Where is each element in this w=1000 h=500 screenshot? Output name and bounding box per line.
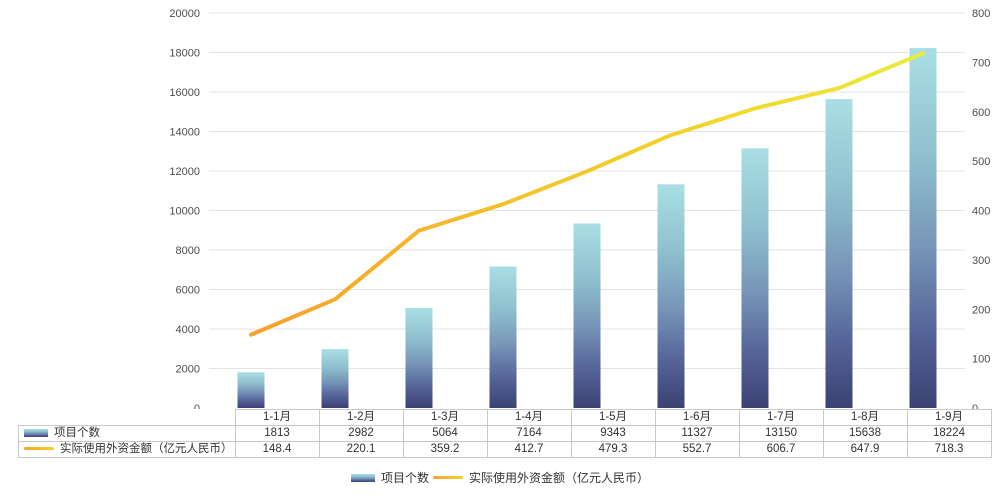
y-axis-tick-label: 10000 <box>169 206 200 218</box>
table-value-cell: 13150 <box>738 425 824 442</box>
column-header: 1-7月 <box>738 409 824 426</box>
bar[interactable] <box>321 349 349 408</box>
data-table: 1-1月 1-2月 1-3月 1-4月 1-5月 1-6月 1-7月 1-8月 1-9月 项目个数… <box>18 409 992 458</box>
table-value-cell: 7164 <box>486 425 572 442</box>
line-swatch-icon <box>24 447 54 451</box>
bar-swatch-icon <box>350 473 375 482</box>
table-row: 项目个数 1813 2982 5064 7164 9343 11327 13150 15638 1… <box>18 425 992 442</box>
legend-label: 实际使用外资金额（亿元人民币） <box>469 471 650 485</box>
table-value-cell: 15638 <box>822 425 908 442</box>
bar[interactable] <box>405 307 433 408</box>
table-value-cell: 11327 <box>654 425 740 442</box>
table-value-cell: 148.4 <box>234 441 320 458</box>
table-value-cell: 359.2 <box>402 441 488 458</box>
y2-axis-tick-label: 700 <box>972 57 990 69</box>
table-value-cell: 552.7 <box>654 441 740 458</box>
y-axis-tick-label: 12000 <box>169 166 200 178</box>
table-value-cell: 18224 <box>906 425 992 442</box>
table-value-cell: 220.1 <box>318 441 404 458</box>
bar[interactable] <box>741 148 769 408</box>
table-value-cell: 1813 <box>234 425 320 442</box>
bar[interactable] <box>909 48 937 409</box>
y2-axis-tick-label: 500 <box>972 156 990 168</box>
table-value-cell: 412.7 <box>486 441 572 458</box>
table-value-cell: 606.7 <box>738 441 824 458</box>
bar[interactable] <box>825 99 853 408</box>
table-header-row: 1-1月 1-2月 1-3月 1-4月 1-5月 1-6月 1-7月 1-8月 1-9月 <box>19 409 992 426</box>
y-axis-tick-label: 2000 <box>176 364 200 376</box>
y-axis-tick-label: 20000 <box>169 8 200 20</box>
column-header: 1-8月 <box>822 409 908 426</box>
line-swatch-icon <box>433 476 463 479</box>
legend-item-amount[interactable]: 实际使用外资金额（亿元人民币） <box>433 469 649 486</box>
y2-axis-tick-label: 0 <box>972 403 978 409</box>
bar-swatch-icon <box>24 428 48 437</box>
table-value-cell: 479.3 <box>570 441 656 458</box>
trend-line[interactable] <box>249 51 925 337</box>
column-header: 1-1月 <box>234 409 320 426</box>
column-header: 1-3月 <box>402 409 488 426</box>
y2-axis-tick-label: 600 <box>972 107 990 119</box>
y2-axis-tick-label: 200 <box>972 304 990 316</box>
bar[interactable] <box>237 372 265 408</box>
legend-label: 项目个数 <box>380 471 429 485</box>
y2-axis-tick-label: 100 <box>972 354 990 366</box>
series-label-cell: 项目个数 <box>18 425 236 442</box>
y-axis-tick-label: 6000 <box>176 285 200 297</box>
column-header: 1-6月 <box>654 409 740 426</box>
table-value-cell: 718.3 <box>906 441 992 458</box>
y-axis-tick-label: 0 <box>194 403 200 409</box>
series-label: 实际使用外资金额（亿元人民币） <box>60 443 233 455</box>
column-header: 1-4月 <box>486 409 572 426</box>
column-header: 1-9月 <box>906 409 992 426</box>
bar[interactable] <box>489 266 517 408</box>
bar[interactable] <box>657 184 685 408</box>
y-axis-tick-label: 14000 <box>169 127 200 139</box>
column-header: 1-5月 <box>570 409 656 426</box>
table-value-cell: 9343 <box>570 425 656 442</box>
table-row: 实际使用外资金额（亿元人民币） 148.4 220.1 359.2 412.7 479.3… <box>18 441 992 458</box>
y-axis-tick-label: 16000 <box>169 87 200 99</box>
table-value-cell: 647.9 <box>822 441 908 458</box>
series-label: 项目个数 <box>54 427 100 439</box>
combo-chart-canvas: 0200040006000800010000120001400016000180… <box>169 8 990 409</box>
table-value-cell: 5064 <box>402 425 488 442</box>
y2-axis-tick-label: 400 <box>972 206 990 218</box>
y-axis-tick-label: 4000 <box>176 324 200 336</box>
column-header: 1-2月 <box>318 409 404 426</box>
series-label-cell: 实际使用外资金额（亿元人民币） <box>18 441 236 458</box>
y2-axis-tick-label: 300 <box>972 255 990 267</box>
y-axis-tick-label: 8000 <box>176 245 200 257</box>
y-axis-tick-label: 18000 <box>169 48 200 60</box>
chart-legend: 项目个数 实际使用外资金额（亿元人民币） <box>0 469 1000 486</box>
legend-item-projects[interactable]: 项目个数 <box>350 469 429 486</box>
bar[interactable] <box>573 223 601 408</box>
table-value-cell: 2982 <box>318 425 404 442</box>
table-corner-cell <box>19 410 236 426</box>
y2-axis-tick-label: 800 <box>972 8 990 20</box>
